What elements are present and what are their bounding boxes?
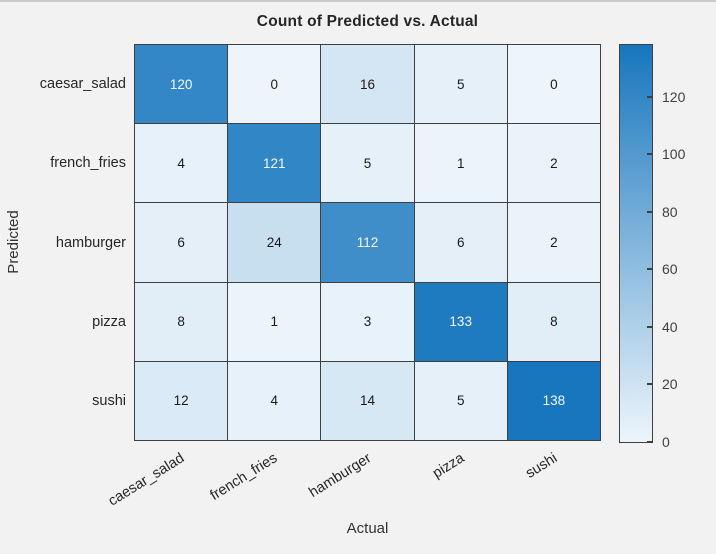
heatmap-cell: 14 [321, 361, 414, 440]
heatmap-cell: 12 [135, 361, 228, 440]
heatmap-cell: 8 [507, 282, 600, 361]
heatmap-cell: 8 [135, 282, 228, 361]
x-tick-label: french_fries [207, 450, 281, 504]
x-axis-title: Actual [346, 520, 389, 537]
colorbar: 0 20 40 60 80 100 120 [619, 44, 685, 450]
heatmap-cell: 2 [507, 203, 600, 282]
x-tick-label: caesar_salad [105, 450, 187, 510]
colorbar-tick-label: 0 [662, 434, 670, 450]
heatmap-cell: 3 [321, 282, 414, 361]
colorbar-tick-label: 20 [662, 376, 678, 393]
colorbar-tick-mark [647, 95, 652, 98]
heatmap-cell: 5 [321, 124, 414, 203]
y-tick-label: hamburger [55, 234, 126, 251]
y-tick-label: pizza [92, 313, 126, 330]
heatmap-grid: 120 0 16 5 0 4 121 5 1 2 6 24 112 6 2 8 1 3 133 8 12 4 14 5 138 [134, 44, 601, 441]
x-tick-label: pizza [429, 450, 468, 482]
colorbar-tick-label: 120 [662, 88, 686, 105]
colorbar-tick-mark [647, 441, 652, 443]
y-tick-label: caesar_salad [39, 75, 126, 92]
y-tick-labels: caesar_salad french_fries hamburger pizza su… [0, 44, 126, 441]
heatmap-cell: 133 [414, 282, 507, 361]
colorbar-tick-mark [647, 210, 652, 213]
x-tick-label: hamburger [305, 450, 374, 501]
heatmap-cell: 6 [414, 203, 507, 282]
heatmap-cell: 4 [228, 361, 321, 440]
colorbar-tick-label: 60 [662, 261, 678, 278]
heatmap-cell: 4 [135, 124, 228, 203]
heatmap-cell: 1 [228, 282, 321, 361]
heatmap-cell: 121 [228, 124, 321, 203]
colorbar-tick-label: 40 [662, 318, 678, 335]
heatmap-cell: 16 [321, 45, 414, 124]
colorbar-tick-mark [647, 383, 652, 386]
heatmap-cell: 112 [321, 203, 414, 282]
heatmap-cell: 0 [228, 45, 321, 124]
colorbar-tick-mark [647, 268, 652, 271]
colorbar-tick-label: 80 [662, 203, 678, 220]
y-tick-label: french_fries [50, 155, 126, 172]
x-tick-label: sushi [523, 450, 561, 482]
heatmap-cell: 138 [507, 361, 600, 440]
heatmap-cell: 2 [507, 124, 600, 203]
colorbar-tick-mark [647, 325, 652, 328]
colorbar-tick-label: 100 [662, 146, 686, 163]
heatmap-cell: 5 [414, 361, 507, 440]
heatmap-cell: 0 [507, 45, 600, 124]
colorbar-gradient [620, 45, 652, 442]
chart-title: Count of Predicted vs. Actual [256, 13, 479, 30]
y-tick-label: sushi [92, 393, 126, 410]
heatmap-cell: 6 [135, 203, 228, 282]
heatmap-cell: 24 [228, 203, 321, 282]
heatmap-cell: 1 [414, 124, 507, 203]
heatmap-cell: 120 [135, 45, 228, 124]
heatmap-cell: 5 [414, 45, 507, 124]
colorbar-tick-mark [647, 153, 652, 156]
